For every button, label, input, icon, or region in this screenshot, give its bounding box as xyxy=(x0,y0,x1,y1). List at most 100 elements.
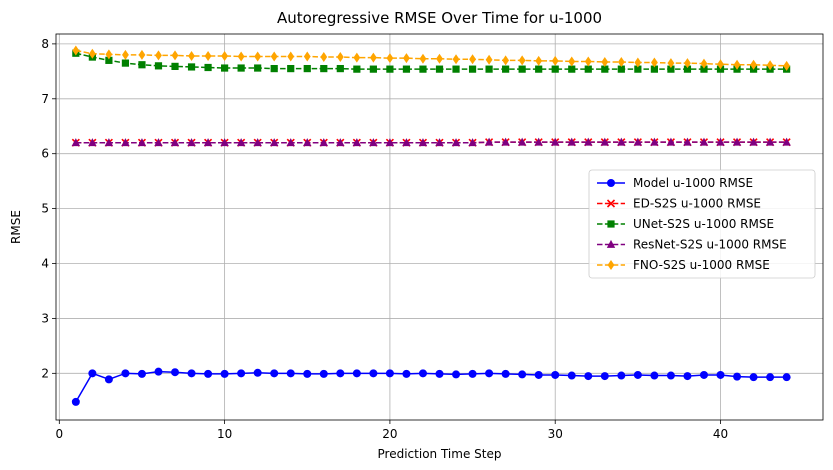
data-point xyxy=(600,137,610,146)
data-point xyxy=(170,138,180,147)
data-point xyxy=(600,372,609,381)
data-point xyxy=(667,65,675,73)
data-point xyxy=(419,65,427,73)
data-point xyxy=(684,58,691,69)
data-point xyxy=(88,369,97,378)
data-point xyxy=(303,369,312,378)
data-point xyxy=(352,138,362,147)
data-point xyxy=(617,65,625,73)
data-point xyxy=(187,369,196,378)
data-point xyxy=(253,138,262,147)
data-point xyxy=(121,369,130,378)
data-point xyxy=(485,54,493,65)
data-point xyxy=(683,137,692,146)
legend-label: UNet-S2S u-1000 RMSE xyxy=(633,217,774,231)
data-point xyxy=(369,138,378,147)
data-point xyxy=(286,138,295,147)
legend-entry: ResNet-S2S u-1000 RMSE xyxy=(597,238,787,252)
data-point xyxy=(666,371,675,380)
data-point xyxy=(352,369,361,378)
data-point xyxy=(204,63,212,72)
data-point xyxy=(551,137,560,146)
data-point xyxy=(220,369,229,378)
data-point xyxy=(469,54,476,65)
data-point xyxy=(700,58,708,69)
data-point xyxy=(584,372,593,381)
data-point xyxy=(418,369,427,378)
data-point xyxy=(418,138,428,147)
data-point xyxy=(584,65,592,73)
data-point xyxy=(254,64,262,72)
data-point xyxy=(287,51,295,62)
data-point xyxy=(122,49,129,60)
data-point xyxy=(601,57,609,68)
series-layer xyxy=(71,45,791,406)
data-point xyxy=(187,138,196,147)
data-point xyxy=(650,371,659,380)
data-point xyxy=(567,371,576,380)
data-point xyxy=(72,45,80,56)
data-point xyxy=(584,56,592,67)
data-point xyxy=(518,65,526,73)
data-point xyxy=(402,138,411,147)
data-point xyxy=(765,137,775,146)
data-point xyxy=(518,55,526,66)
data-point xyxy=(534,370,543,379)
data-point xyxy=(188,50,195,61)
data-point xyxy=(502,55,510,66)
x-axis-label: Prediction Time Step xyxy=(378,447,502,461)
chart-title: Autoregressive RMSE Over Time for u-1000 xyxy=(277,9,602,27)
data-point xyxy=(749,137,758,146)
legend-entry: ED-S2S u-1000 RMSE xyxy=(597,197,761,211)
x-tick-label: 0 xyxy=(55,427,63,441)
legend-label: ResNet-S2S u-1000 RMSE xyxy=(633,238,787,252)
data-point xyxy=(551,370,560,379)
data-point xyxy=(517,137,527,146)
data-point xyxy=(650,65,658,73)
data-point xyxy=(336,64,344,73)
plot-frame xyxy=(55,33,824,421)
data-point xyxy=(336,138,345,147)
data-point xyxy=(320,52,328,63)
legend-marker xyxy=(607,179,615,187)
legend-entry: FNO-S2S u-1000 RMSE xyxy=(597,258,770,272)
data-point xyxy=(237,369,246,378)
legend-entry: UNet-S2S u-1000 RMSE xyxy=(597,217,774,231)
data-point xyxy=(385,369,394,378)
legend-entry: Model u-1000 RMSE xyxy=(597,176,753,190)
data-point xyxy=(269,138,279,147)
data-point xyxy=(138,49,146,60)
data-point xyxy=(634,57,642,68)
data-point xyxy=(518,370,527,379)
data-point xyxy=(320,64,328,73)
data-point xyxy=(187,63,196,71)
data-point xyxy=(436,53,443,64)
legend-label: ED-S2S u-1000 RMSE xyxy=(633,197,761,211)
data-point xyxy=(237,64,245,72)
data-point xyxy=(287,64,295,73)
data-point xyxy=(270,369,279,378)
data-point xyxy=(766,60,774,71)
y-tick-label: 8 xyxy=(41,37,49,51)
data-point xyxy=(535,65,543,73)
data-point xyxy=(88,138,97,147)
data-point xyxy=(468,65,477,73)
data-point xyxy=(699,137,709,146)
data-point xyxy=(452,370,461,379)
y-tick-label: 5 xyxy=(41,202,49,216)
data-point xyxy=(535,55,543,66)
data-point xyxy=(138,61,146,69)
data-point xyxy=(369,52,377,63)
data-point xyxy=(716,370,725,379)
data-point xyxy=(617,57,625,68)
data-point xyxy=(419,53,427,64)
data-point xyxy=(171,62,179,70)
data-point xyxy=(451,138,461,147)
data-point xyxy=(303,64,311,73)
data-point xyxy=(485,369,494,378)
data-point xyxy=(634,65,642,73)
series-line xyxy=(75,370,787,403)
data-point xyxy=(502,65,510,73)
data-point xyxy=(766,373,775,382)
data-point xyxy=(104,138,114,147)
